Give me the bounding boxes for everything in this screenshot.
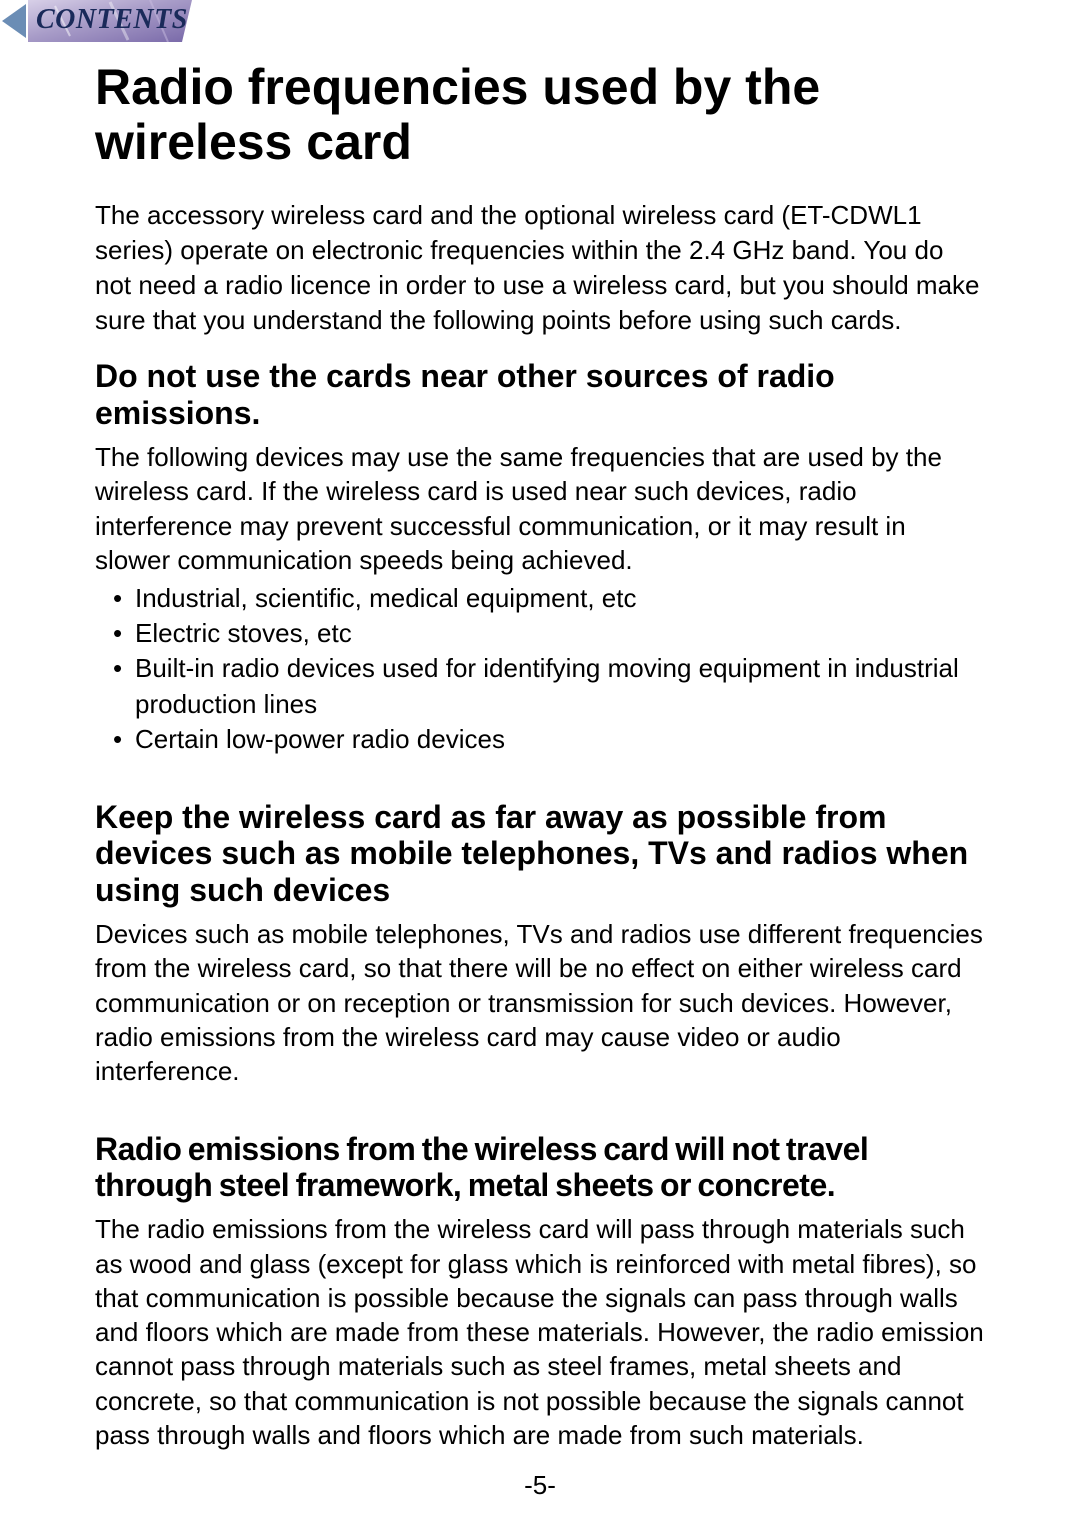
section1-list: Industrial, scientific, medical equipmen… [95, 581, 985, 756]
list-item: Certain low-power radio devices [113, 722, 985, 757]
section3-body: The radio emissions from the wireless ca… [95, 1212, 985, 1452]
page-number: -5- [0, 1470, 1080, 1501]
list-item: Built-in radio devices used for identify… [113, 651, 985, 721]
contents-nav-label: CONTENTS [36, 4, 188, 36]
list-item: Electric stoves, etc [113, 616, 985, 651]
contents-nav-button[interactable]: CONTENTS [0, 0, 192, 42]
section2-heading: Keep the wireless card as far away as po… [95, 799, 985, 909]
section-materials-penetration: Radio emissions from the wireless card w… [95, 1131, 985, 1453]
section1-heading: Do not use the cards near other sources … [95, 358, 985, 432]
document-content: Radio frequencies used by the wireless c… [0, 0, 1080, 1452]
section3-heading: Radio emissions from the wireless card w… [95, 1131, 985, 1205]
page-title: Radio frequencies used by the wireless c… [95, 60, 985, 170]
intro-paragraph: The accessory wireless card and the opti… [95, 198, 985, 338]
list-item: Industrial, scientific, medical equipmen… [113, 581, 985, 616]
section1-body: The following devices may use the same f… [95, 440, 985, 577]
section2-body: Devices such as mobile telephones, TVs a… [95, 917, 985, 1089]
section-radio-emissions-sources: Do not use the cards near other sources … [95, 358, 985, 756]
section-keep-away-devices: Keep the wireless card as far away as po… [95, 799, 985, 1089]
